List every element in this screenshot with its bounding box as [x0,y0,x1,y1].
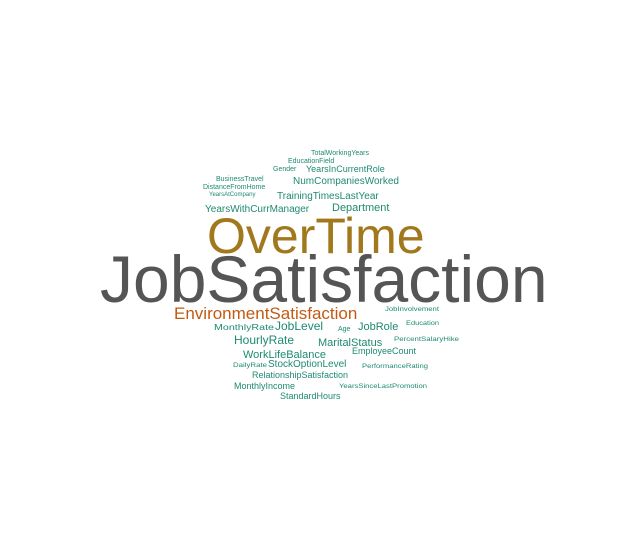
word-job-satisfaction: JobSatisfaction [100,242,548,316]
word-years-at-company: YearsAtCompany [209,192,255,198]
word-years-with-curr-manager: YearsWithCurrManager [205,204,310,215]
word-work-life-balance: WorkLifeBalance [243,349,326,361]
word-job-involvement: JobInvolvement [385,307,439,313]
word-environment-satisfaction: EnvironmentSatisfaction [174,304,357,323]
word-distance-from-home: DistanceFromHome [203,184,265,191]
word-monthly-income: MonthlyIncome [234,381,295,391]
word-stock-option-level: StockOptionLevel [268,359,346,370]
word-total-working-years: TotalWorkingYears [311,150,369,157]
word-education-field: EducationField [288,158,334,165]
word-standard-hours: StandardHours [280,391,341,401]
word-hourly-rate: HourlyRate [234,333,294,347]
word-years-since-last-promotion: YearsSinceLastPromotion [339,384,427,390]
word-marital-status: MaritalStatus [318,337,383,349]
word-percent-salary-hike: PercentSalaryHike [394,337,460,343]
word-num-companies-worked: NumCompaniesWorked [293,176,399,187]
word-employee-count: EmployeeCount [352,346,417,356]
word-department: Department [332,202,389,214]
word-training-times-last-year: TrainingTimesLastYear [277,191,379,202]
word-relationship-satisfaction: RelationshipSatisfaction [252,370,348,380]
word-age: Age [338,326,351,333]
word-monthly-rate: MonthlyRate [214,323,275,332]
word-job-level: JobLevel [275,319,323,333]
word-business-travel: BusinessTravel [216,176,264,183]
word-performance-rating: PerformanceRating [362,364,428,370]
word-years-in-current-role: YearsInCurrentRole [306,164,385,174]
word-gender: Gender [273,166,297,173]
word-job-role: JobRole [358,321,398,333]
word-education: Education [406,321,439,327]
word-daily-rate: DailyRate [233,363,268,369]
word-over-time: OverTime [207,208,425,264]
